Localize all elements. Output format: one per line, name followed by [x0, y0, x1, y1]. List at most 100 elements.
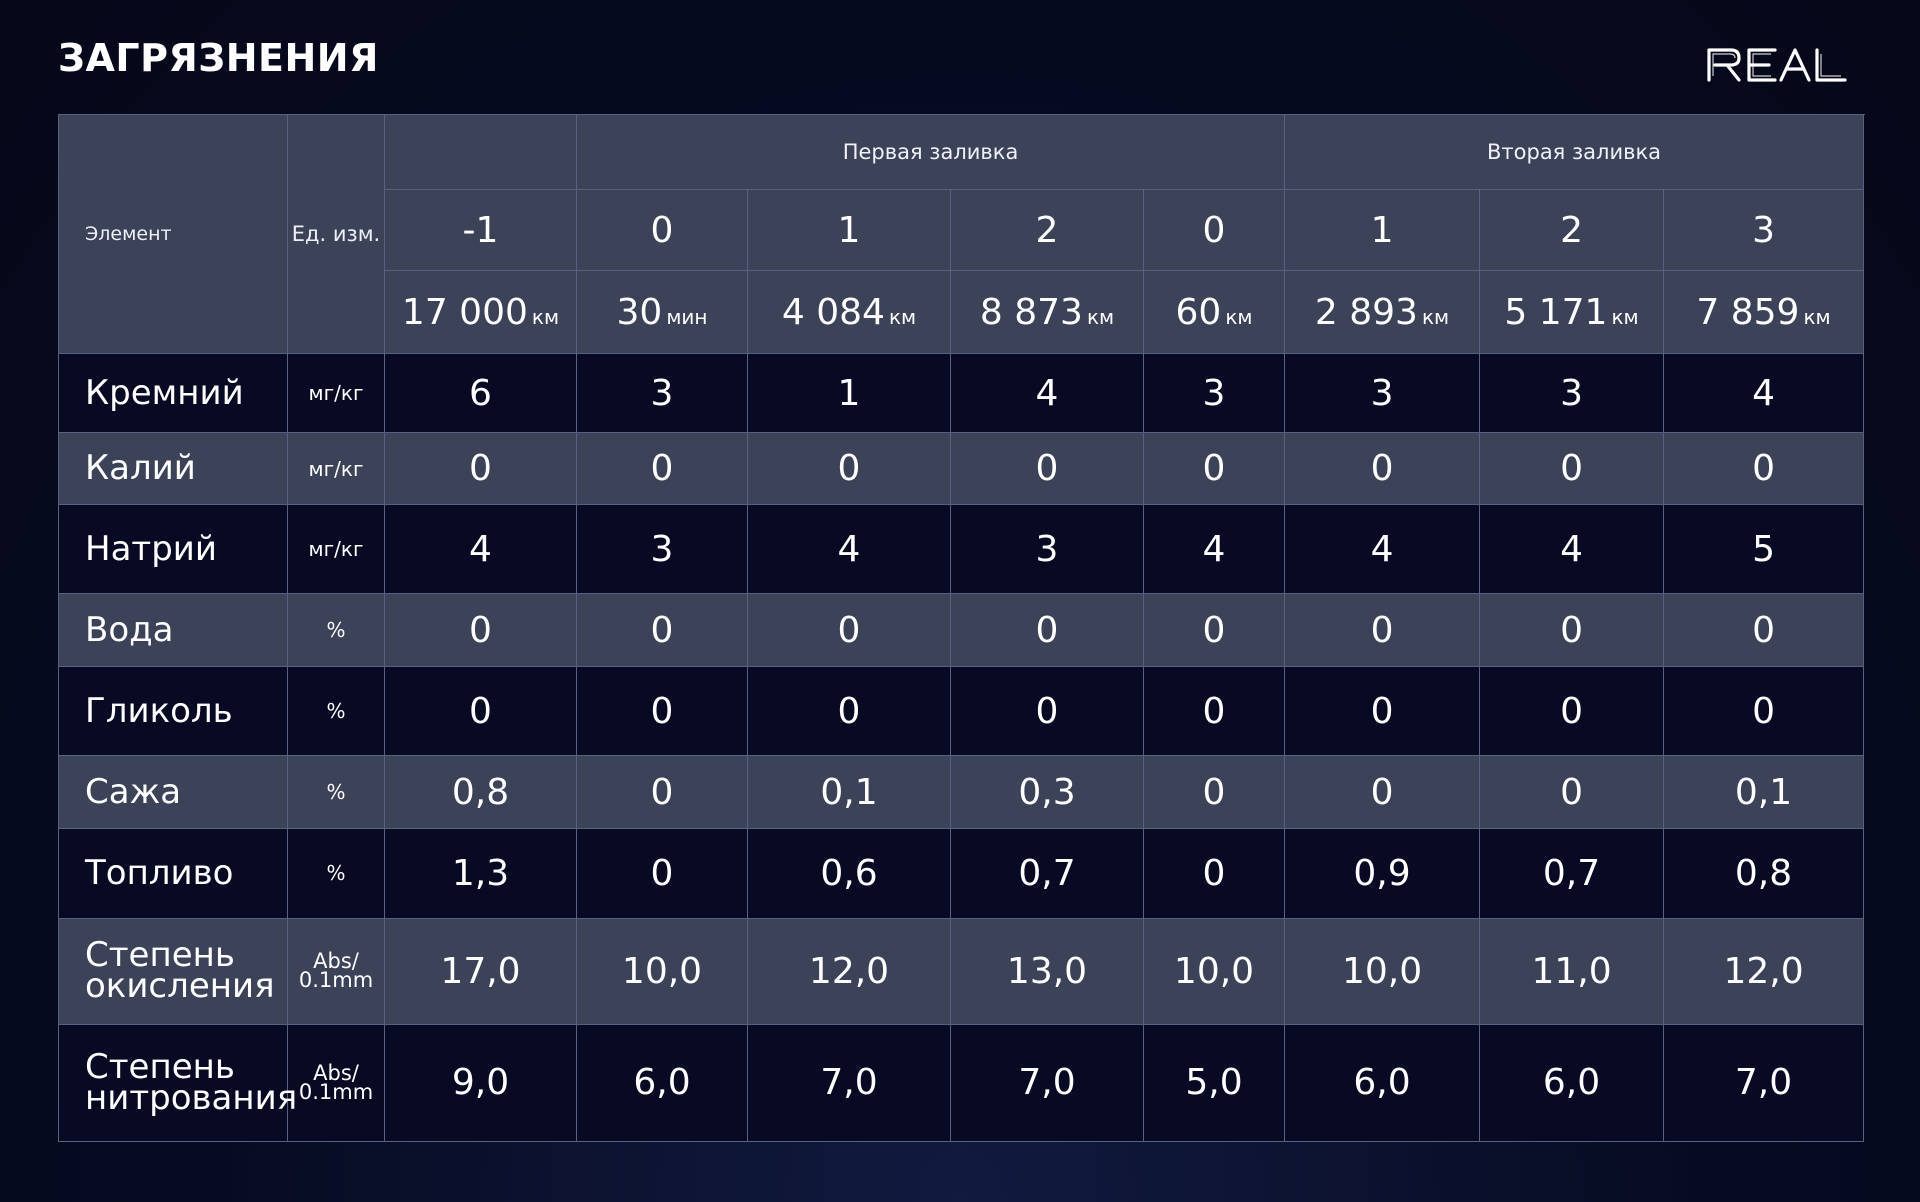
value-cell: 4 — [1479, 504, 1665, 595]
value-cell: 0 — [1284, 666, 1481, 757]
value-cell: 0 — [1284, 432, 1481, 506]
element-unit: % — [287, 666, 385, 757]
value-cell: 4 — [1142, 504, 1286, 595]
value-cell: 6,0 — [576, 1023, 748, 1143]
value-cell: 17,0 — [384, 917, 577, 1025]
table-row: Кремний мг/кг 6 3 1 4 3 3 3 4 — [58, 352, 1865, 434]
sample-distance: 30 мин — [576, 270, 748, 354]
value-cell: 0 — [747, 593, 951, 668]
table-row: Степень окисления Abs/ 0.1mm 17,0 10,0 1… — [58, 917, 1865, 1025]
value-cell: 7,0 — [950, 1023, 1144, 1143]
value-cell: 0,8 — [1663, 827, 1865, 919]
value-cell: 6,0 — [1284, 1023, 1481, 1143]
sample-number: 0 — [1142, 189, 1286, 271]
element-name: Натрий — [58, 504, 288, 595]
value-cell: 1,3 — [384, 827, 577, 919]
element-name: Вода — [58, 593, 288, 668]
value-cell: 0 — [576, 666, 748, 757]
sample-distance: 17 000 км — [384, 270, 577, 354]
value-cell: 0,1 — [1663, 755, 1865, 829]
value-cell: 0 — [1663, 666, 1865, 757]
brand-logo — [1707, 48, 1847, 82]
value-cell: 7,0 — [1663, 1023, 1865, 1143]
value-cell: 7,0 — [747, 1023, 951, 1143]
value-cell: 3 — [1284, 352, 1481, 434]
value-cell: 0 — [1142, 593, 1286, 668]
value-cell: 5,0 — [1142, 1023, 1286, 1143]
sample-number: 2 — [1479, 189, 1665, 271]
value-cell: 0 — [747, 666, 951, 757]
header-empty-cell — [384, 114, 577, 190]
value-cell: 4 — [950, 352, 1144, 434]
value-cell: 0 — [384, 593, 577, 668]
value-cell: 0 — [1142, 432, 1286, 506]
value-cell: 10,0 — [576, 917, 748, 1025]
value-cell: 0 — [1479, 432, 1665, 506]
value-cell: 4 — [1284, 504, 1481, 595]
element-name: Калий — [58, 432, 288, 506]
element-unit: Abs/ 0.1mm — [287, 917, 385, 1025]
sample-distance: 4 084 км — [747, 270, 951, 354]
table-row: Топливо % 1,3 0 0,6 0,7 0 0,9 0,7 0,8 — [58, 827, 1865, 919]
sample-distance: 7 859 км — [1663, 270, 1865, 354]
header-group-second-fill: Вторая заливка — [1284, 114, 1865, 190]
table-row: Гликоль % 0 0 0 0 0 0 0 0 — [58, 666, 1865, 757]
value-cell: 9,0 — [384, 1023, 577, 1143]
value-cell: 3 — [1142, 352, 1286, 434]
sample-distance: 8 873 км — [950, 270, 1144, 354]
element-unit: % — [287, 593, 385, 668]
value-cell: 0 — [576, 755, 748, 829]
value-cell: 3 — [1479, 352, 1665, 434]
header-unit: Ед. изм. — [287, 114, 385, 354]
value-cell: 0 — [1663, 593, 1865, 668]
value-cell: 12,0 — [1663, 917, 1865, 1025]
value-cell: 4 — [747, 504, 951, 595]
element-name: Топливо — [58, 827, 288, 919]
table-row: Вода % 0 0 0 0 0 0 0 0 — [58, 593, 1865, 668]
value-cell: 0 — [1284, 593, 1481, 668]
value-cell: 0 — [1142, 666, 1286, 757]
element-unit: мг/кг — [287, 504, 385, 595]
value-cell: 3 — [576, 504, 748, 595]
table-row: Калий мг/кг 0 0 0 0 0 0 0 0 — [58, 432, 1865, 506]
value-cell: 0,8 — [384, 755, 577, 829]
value-cell: 0 — [1479, 593, 1665, 668]
value-cell: 0 — [384, 666, 577, 757]
value-cell: 0 — [384, 432, 577, 506]
value-cell: 4 — [384, 504, 577, 595]
value-cell: 0 — [950, 666, 1144, 757]
value-cell: 5 — [1663, 504, 1865, 595]
sample-distance: 60 км — [1142, 270, 1286, 354]
value-cell: 0 — [950, 432, 1144, 506]
header-sample-numbers: -1 0 1 2 0 1 2 3 — [59, 189, 1865, 271]
element-unit: % — [287, 755, 385, 829]
value-cell: 0,1 — [747, 755, 951, 829]
value-cell: 6,0 — [1479, 1023, 1665, 1143]
value-cell: 0,7 — [950, 827, 1144, 919]
element-unit: % — [287, 827, 385, 919]
value-cell: 0 — [576, 432, 748, 506]
sample-distance: 5 171 км — [1479, 270, 1665, 354]
element-unit: мг/кг — [287, 352, 385, 434]
value-cell: 0,3 — [950, 755, 1144, 829]
value-cell: 11,0 — [1479, 917, 1665, 1025]
value-cell: 0 — [1479, 666, 1665, 757]
value-cell: 0 — [576, 827, 748, 919]
sample-number: 0 — [576, 189, 748, 271]
header-sample-distances: 17 000 км 30 мин 4 084 км 8 873 км 60 км 2 89… — [59, 270, 1865, 354]
value-cell: 1 — [747, 352, 951, 434]
element-name: Сажа — [58, 755, 288, 829]
table-row: Натрий мг/кг 4 3 4 3 4 4 4 5 — [58, 504, 1865, 595]
element-unit: мг/кг — [287, 432, 385, 506]
sample-number: 3 — [1663, 189, 1865, 271]
value-cell: 10,0 — [1284, 917, 1481, 1025]
value-cell: 10,0 — [1142, 917, 1286, 1025]
contamination-table: Элемент Ед. изм. Первая заливка Вторая з… — [58, 114, 1865, 1143]
value-cell: 0 — [1479, 755, 1665, 829]
value-cell: 0 — [1142, 827, 1286, 919]
value-cell: 0 — [1663, 432, 1865, 506]
value-cell: 13,0 — [950, 917, 1144, 1025]
table-row: Степень нитрования Abs/ 0.1mm 9,0 6,0 7,… — [58, 1023, 1865, 1143]
sample-number: 1 — [747, 189, 951, 271]
element-name: Гликоль — [58, 666, 288, 757]
